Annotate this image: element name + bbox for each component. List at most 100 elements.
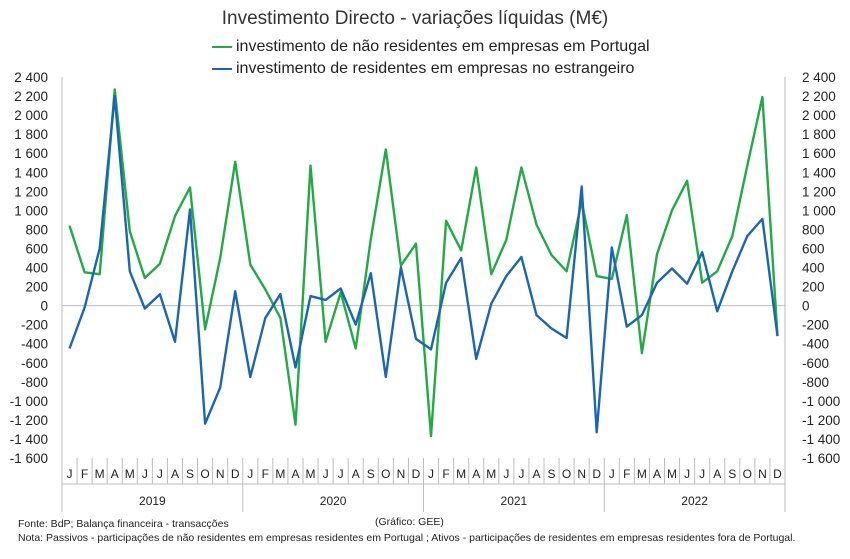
x-month-label: J <box>699 467 705 481</box>
y-tick-label-left: 1 800 <box>14 127 48 142</box>
y-tick-label-left: 400 <box>25 261 48 276</box>
y-tick-label-left: -200 <box>21 318 48 333</box>
x-month-label: F <box>442 467 449 481</box>
y-tick-label-left: -600 <box>21 356 48 371</box>
x-month-label: F <box>623 467 630 481</box>
legend-label: investimento de não residentes em empres… <box>236 38 650 55</box>
y-tick-label-left: -1 000 <box>10 394 48 409</box>
y-tick-label-left: 600 <box>25 241 48 256</box>
y-tick-label-left: 2 000 <box>14 108 48 123</box>
x-month-label: M <box>125 467 135 481</box>
y-tick-label-left: 1 400 <box>14 165 48 180</box>
y-tick-label-right: 1 200 <box>802 184 836 199</box>
x-year-label: 2019 <box>139 494 166 508</box>
credit-note: (Gráfico: GEE) <box>375 516 444 528</box>
x-month-label: D <box>592 467 601 481</box>
y-tick-label-right: -800 <box>802 375 829 390</box>
y-tick-label-left: -1 400 <box>10 432 48 447</box>
y-tick-label-right: -400 <box>802 337 829 352</box>
y-tick-label-right: -1 200 <box>802 413 840 428</box>
x-month-label: M <box>95 467 105 481</box>
y-tick-label-left: 800 <box>25 222 48 237</box>
x-month-label: O <box>381 467 390 481</box>
legend-entry-residents: investimento de residentes em empresas n… <box>212 60 732 78</box>
x-month-label: S <box>548 467 556 481</box>
x-month-label: A <box>532 467 540 481</box>
x-month-label: J <box>428 467 434 481</box>
x-month-label: M <box>456 467 466 481</box>
x-month-label: S <box>367 467 375 481</box>
y-tick-label-right: -200 <box>802 318 829 333</box>
x-month-label: D <box>231 467 240 481</box>
x-month-label: M <box>637 467 647 481</box>
y-tick-label-right: 400 <box>802 261 825 276</box>
x-month-label: S <box>186 467 194 481</box>
x-month-label: N <box>397 467 406 481</box>
legend-swatch-green <box>212 45 232 48</box>
y-tick-label-left: 1 200 <box>14 184 48 199</box>
x-month-label: F <box>262 467 269 481</box>
y-tick-label-right: 1 800 <box>802 127 836 142</box>
legend-label: investimento de residentes em empresas n… <box>236 60 635 77</box>
y-tick-label-right: 1 000 <box>802 203 836 218</box>
x-month-label: D <box>773 467 782 481</box>
y-tick-label-right: 200 <box>802 280 825 295</box>
x-month-label: J <box>503 467 509 481</box>
y-tick-label-right: 0 <box>802 299 810 314</box>
x-month-label: N <box>577 467 586 481</box>
y-tick-label-right: -1 400 <box>802 432 840 447</box>
y-tick-label-left: 0 <box>40 299 48 314</box>
y-tick-label-left: 1 600 <box>14 146 48 161</box>
x-month-label: M <box>486 467 496 481</box>
y-tick-label-left: 200 <box>25 280 48 295</box>
legend-swatch-blue <box>212 67 232 70</box>
y-tick-label-left: 1 000 <box>14 203 48 218</box>
series-line-residents <box>68 94 779 434</box>
x-month-label: M <box>667 467 677 481</box>
x-month-label: O <box>562 467 571 481</box>
x-month-label: A <box>111 467 119 481</box>
y-tick-label-right: 800 <box>802 222 825 237</box>
x-month-label: M <box>306 467 316 481</box>
x-year-label: 2022 <box>681 494 708 508</box>
x-month-label: J <box>157 467 163 481</box>
chart-title: Investimento Directo - variações líquida… <box>221 8 609 29</box>
y-tick-label-right: 2 400 <box>802 70 836 85</box>
x-month-label: J <box>247 467 253 481</box>
y-tick-label-left: 2 200 <box>14 89 48 104</box>
x-month-label: J <box>684 467 690 481</box>
x-month-label: A <box>653 467 661 481</box>
y-tick-label-right: -600 <box>802 356 829 371</box>
x-month-label: D <box>412 467 421 481</box>
y-tick-label-left: -800 <box>21 375 48 390</box>
y-tick-label-right: 1 400 <box>802 165 836 180</box>
x-month-label: O <box>743 467 752 481</box>
x-month-label: A <box>171 467 179 481</box>
x-month-label: J <box>67 467 73 481</box>
x-month-label: A <box>472 467 480 481</box>
y-tick-label-left: -400 <box>21 337 48 352</box>
legend-entry-non-residents: investimento de não residentes em empres… <box>212 38 732 56</box>
y-tick-label-left: -1 600 <box>10 451 48 466</box>
x-month-label: J <box>338 467 344 481</box>
y-tick-label-right: 600 <box>802 241 825 256</box>
y-tick-label-right: 1 600 <box>802 146 836 161</box>
x-month-label: J <box>609 467 615 481</box>
x-month-label: S <box>728 467 736 481</box>
x-month-label: F <box>81 467 88 481</box>
source-note: Fonte: BdP; Balança financeira - transac… <box>18 518 229 530</box>
x-year-label: 2021 <box>501 494 528 508</box>
y-tick-label-right: 2 200 <box>802 89 836 104</box>
y-tick-label-right: -1 000 <box>802 394 840 409</box>
x-month-label: A <box>352 467 360 481</box>
x-year-label: 2020 <box>320 494 347 508</box>
detail-note: Nota: Passivos - participações de não re… <box>18 532 796 544</box>
series-line-non-residents <box>68 88 779 438</box>
y-tick-label-right: -1 600 <box>802 451 840 466</box>
y-tick-label-left: -1 200 <box>10 413 48 428</box>
y-tick-label-left: 2 400 <box>14 70 48 85</box>
x-month-label: J <box>323 467 329 481</box>
x-month-label: M <box>275 467 285 481</box>
x-month-label: J <box>142 467 148 481</box>
